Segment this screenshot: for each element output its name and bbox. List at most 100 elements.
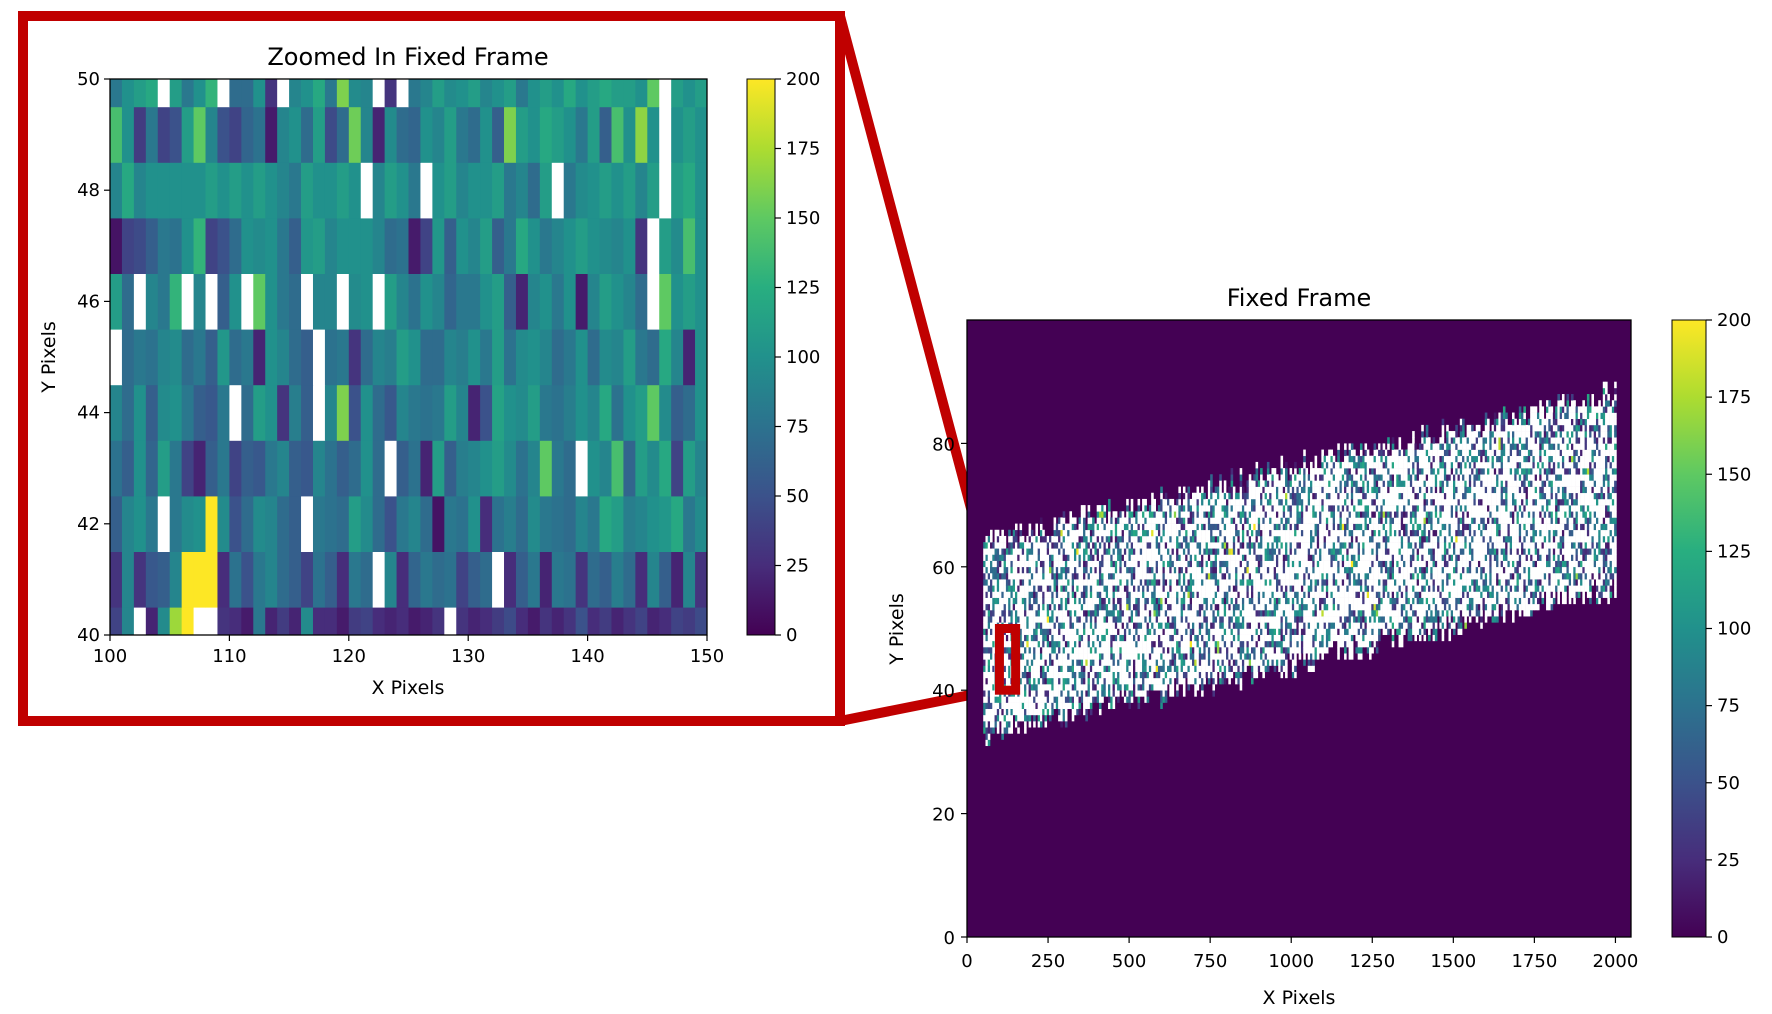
zoom-cell <box>265 162 278 219</box>
band-cell <box>1078 585 1082 592</box>
band-cell <box>1049 591 1052 598</box>
band-cell <box>1294 468 1297 475</box>
band-cell <box>1185 585 1188 592</box>
zoom-cell <box>229 607 242 635</box>
band-cell <box>1157 622 1161 629</box>
band-cell <box>1248 591 1252 598</box>
band-cell <box>1210 640 1213 648</box>
band-cell <box>1171 511 1175 518</box>
band-cell <box>1192 560 1195 568</box>
band-cell <box>987 665 991 672</box>
band-cell <box>1196 634 1200 642</box>
band-cell <box>992 591 995 598</box>
band-cell <box>1214 628 1218 635</box>
band-cell <box>1239 542 1243 549</box>
band-cell <box>1266 566 1270 574</box>
band-cell <box>1058 616 1061 623</box>
band-cell <box>1135 535 1138 543</box>
band-cell <box>1087 511 1091 518</box>
band-cell <box>1216 628 1220 635</box>
band-cell <box>985 733 989 740</box>
band-cell <box>1128 640 1132 648</box>
band-cell <box>1039 684 1043 691</box>
band-cell <box>1098 690 1102 697</box>
band-cell <box>1155 560 1159 568</box>
band-cell <box>1012 560 1016 568</box>
band-cell <box>1192 579 1195 586</box>
band-cell <box>1128 616 1132 623</box>
band-cell <box>1216 505 1220 512</box>
band-cell <box>1214 591 1218 598</box>
band-cell <box>1235 548 1238 555</box>
zoom-cell <box>372 440 386 497</box>
band-cell <box>1144 628 1147 635</box>
full-chart-title: Fixed Frame <box>1227 284 1372 312</box>
band-cell <box>1119 566 1122 574</box>
band-cell <box>1030 640 1034 648</box>
band-cell <box>1037 628 1041 635</box>
band-cell <box>983 572 986 580</box>
band-cell <box>1044 665 1048 672</box>
band-cell <box>1039 554 1043 561</box>
band-cell <box>1035 603 1038 611</box>
band-cell <box>1271 535 1275 543</box>
band-cell <box>1203 579 1206 586</box>
band-cell <box>1246 622 1250 629</box>
band-cell <box>1114 511 1118 518</box>
band-cell <box>1207 566 1211 574</box>
band-cell <box>1067 554 1070 561</box>
band-cell <box>1073 585 1077 592</box>
band-cell <box>1291 640 1295 648</box>
band-cell <box>1280 616 1284 623</box>
band-cell <box>1051 696 1054 703</box>
band-cell <box>1255 665 1259 672</box>
zoom-cell <box>110 496 123 552</box>
band-cell <box>1146 616 1150 623</box>
band-cell <box>1069 622 1073 629</box>
zoom-cell <box>301 496 314 552</box>
band-cell <box>1067 529 1070 537</box>
band-cell <box>1017 727 1020 734</box>
band-cell <box>1039 560 1043 568</box>
band-cell <box>1128 554 1132 561</box>
band-cell <box>983 622 986 629</box>
band-cell <box>1076 603 1079 611</box>
band-cell <box>1244 566 1247 574</box>
band-cell <box>1182 616 1186 623</box>
band-cell <box>1139 677 1143 685</box>
zoom-cell <box>587 607 600 635</box>
band-cell <box>1062 696 1066 703</box>
band-cell <box>1137 696 1141 703</box>
band-cell <box>1087 572 1091 580</box>
band-cell <box>1182 523 1186 531</box>
band-cell <box>1028 523 1032 531</box>
band-cell <box>1226 653 1229 660</box>
band-cell <box>1178 579 1181 586</box>
band-cell <box>1014 591 1018 598</box>
band-cell <box>1251 622 1254 629</box>
band-cell <box>1291 634 1295 642</box>
band-cell <box>1160 634 1163 642</box>
band-cell <box>1155 653 1159 660</box>
band-cell <box>1110 640 1113 648</box>
band-cell <box>1278 548 1281 555</box>
band-cell <box>1187 523 1191 531</box>
band-cell <box>1228 640 1231 648</box>
band-cell <box>1194 684 1197 691</box>
band-cell <box>1058 714 1061 722</box>
band-cell <box>1105 671 1109 679</box>
band-cell <box>1214 548 1218 555</box>
band-cell <box>1028 622 1032 629</box>
band-cell <box>1157 653 1161 660</box>
band-cell <box>1010 603 1014 611</box>
band-cell <box>1162 505 1166 512</box>
zoom-cell <box>324 384 338 441</box>
band-cell <box>1030 677 1034 685</box>
zoom-cell <box>360 162 374 219</box>
zoom-cell <box>456 106 469 163</box>
band-cell <box>1144 684 1147 691</box>
band-cell <box>1282 474 1286 481</box>
band-cell <box>1153 603 1156 611</box>
zoom-cell <box>671 218 684 274</box>
band-cell <box>1182 640 1186 648</box>
